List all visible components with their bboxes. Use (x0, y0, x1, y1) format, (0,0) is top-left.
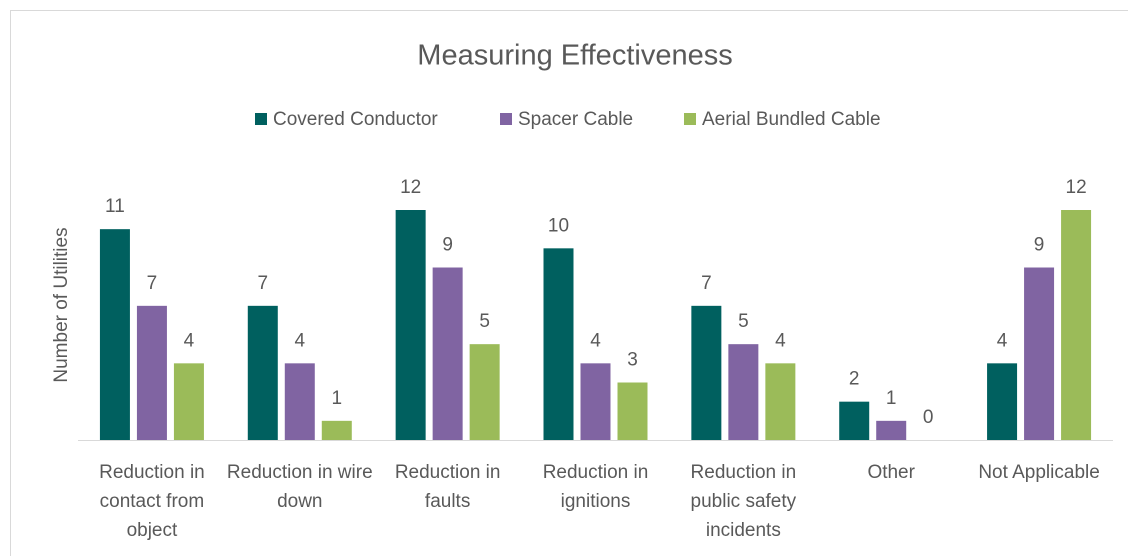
data-label: 7 (257, 273, 268, 294)
legend-label: Aerial Bundled Cable (702, 109, 881, 130)
legend-swatch (684, 113, 696, 125)
data-label: 0 (923, 407, 934, 428)
data-label: 10 (548, 215, 569, 236)
data-label: 5 (479, 311, 490, 332)
data-label: 1 (331, 388, 342, 409)
data-label: 12 (400, 177, 421, 198)
bar (543, 248, 574, 440)
x-tick-label: Reduction in contact from object (99, 462, 205, 541)
data-label: 12 (1066, 177, 1087, 198)
data-label: 5 (738, 311, 749, 332)
data-label: 7 (147, 273, 158, 294)
y-axis-label: Number of Utilities (51, 227, 72, 382)
legend-label: Spacer Cable (518, 109, 633, 130)
x-tick-label: Reduction in faults (394, 462, 501, 512)
data-label: 4 (294, 330, 305, 351)
legend-swatch (255, 113, 267, 125)
chart-title: Measuring Effectiveness (417, 40, 732, 72)
data-label: 4 (997, 330, 1008, 351)
bar (839, 401, 870, 440)
bar (580, 363, 611, 440)
legend-label: Covered Conductor (273, 109, 438, 130)
data-label: 9 (1034, 235, 1045, 256)
data-label: 7 (701, 273, 712, 294)
bar (247, 305, 278, 440)
bar (1061, 210, 1092, 440)
x-tick-label: Other (867, 462, 915, 483)
bar (469, 344, 500, 440)
bar (136, 305, 167, 440)
data-label: 9 (442, 235, 453, 256)
bar (99, 229, 130, 440)
data-label: 4 (184, 330, 195, 351)
data-label: 1 (886, 388, 897, 409)
data-label: 11 (105, 196, 125, 217)
bar (1024, 267, 1055, 440)
data-label: 2 (849, 369, 860, 390)
data-label: 3 (627, 350, 638, 371)
x-tick-label: Reduction in public safety incidents (690, 462, 797, 541)
bar (321, 420, 352, 440)
bar (765, 363, 796, 440)
bar (987, 363, 1018, 440)
data-label: 4 (775, 330, 786, 351)
x-tick-label: Reduction in wire down (226, 462, 373, 512)
bar (876, 420, 907, 440)
legend-swatch (500, 113, 512, 125)
bar (395, 210, 426, 440)
bar (173, 363, 204, 440)
bar (617, 382, 648, 440)
x-tick-label: Reduction in ignitions (542, 462, 649, 512)
data-label: 4 (590, 330, 601, 351)
bar (691, 305, 722, 440)
bar (432, 267, 463, 440)
bar (284, 363, 315, 440)
x-tick-label: Not Applicable (978, 462, 1100, 483)
bar (728, 344, 759, 440)
